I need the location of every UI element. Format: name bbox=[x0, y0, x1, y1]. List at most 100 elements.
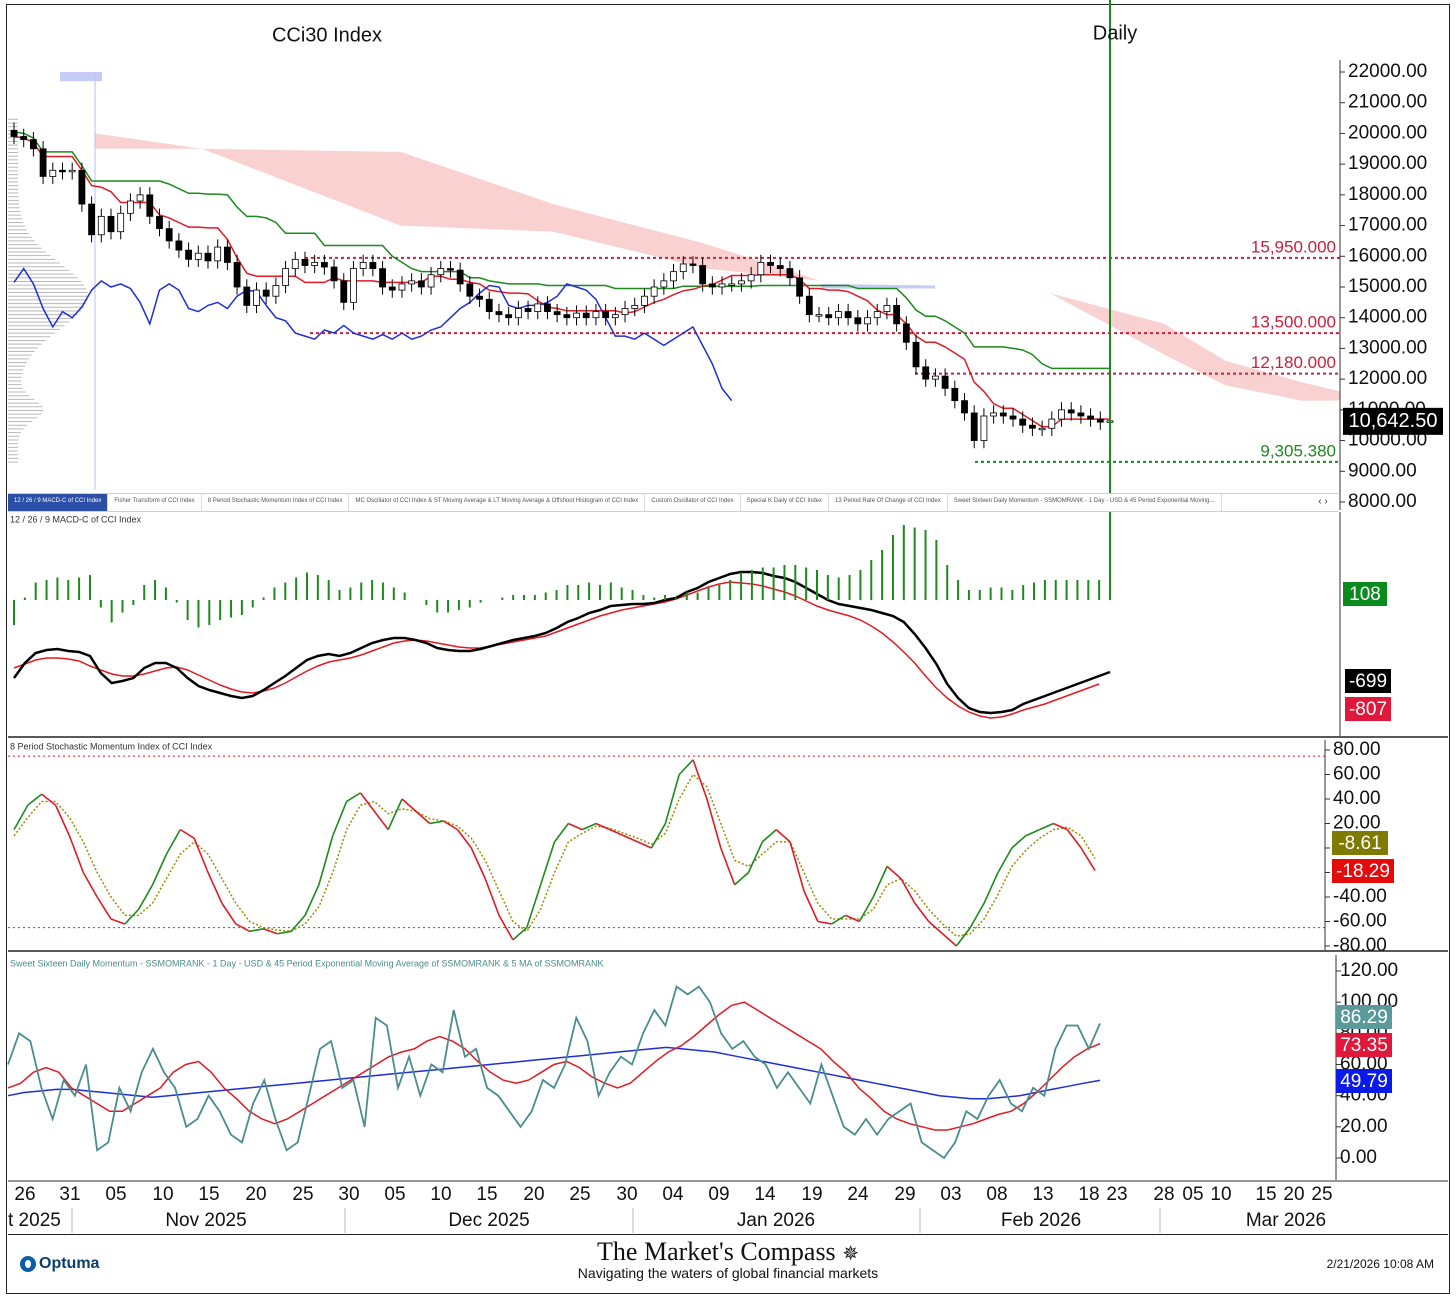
macd-line bbox=[12, 570, 1111, 715]
smi-line-segment bbox=[678, 759, 694, 776]
level-label: 13,500.000 bbox=[1251, 313, 1336, 332]
smi-line-segment bbox=[775, 829, 791, 843]
smi-line-segment bbox=[692, 759, 708, 800]
candle-body bbox=[670, 271, 677, 282]
smi-tick-label: -40.00 bbox=[1333, 886, 1387, 907]
level-label: 9,305.380 bbox=[1260, 441, 1336, 460]
candle-body bbox=[340, 280, 348, 303]
smi-line-segment bbox=[443, 820, 458, 831]
x-month-label: t 2025 bbox=[8, 1210, 61, 1231]
candle-body bbox=[582, 312, 590, 319]
candle-body bbox=[466, 283, 474, 297]
candle-body bbox=[592, 311, 600, 319]
x-tick-label: 24 bbox=[847, 1184, 869, 1205]
x-tick-label: 20 bbox=[245, 1184, 266, 1205]
x-tick-label: 04 bbox=[662, 1184, 684, 1205]
price-tick-label: 9000.00 bbox=[1348, 460, 1417, 481]
candle-body bbox=[553, 311, 561, 316]
brand-subtitle: Navigating the waters of global financia… bbox=[577, 1265, 879, 1281]
smi-line-segment bbox=[942, 933, 957, 947]
candle-body bbox=[951, 387, 959, 402]
smi-tick-label: -60.00 bbox=[1333, 911, 1387, 932]
indicator-tab[interactable]: Special K Daily of CCI Index bbox=[741, 494, 829, 511]
indicator-tab[interactable]: Sweet Sixteen Daily Momentum - SSMOMRANK… bbox=[948, 494, 1222, 511]
candle-body bbox=[456, 269, 464, 285]
smi-line-segment bbox=[595, 822, 611, 831]
smi-line-segment bbox=[553, 823, 569, 843]
candle-body bbox=[689, 263, 697, 266]
smi-line-segment bbox=[249, 928, 264, 933]
smi-line-segment bbox=[720, 847, 736, 886]
candle-body bbox=[495, 311, 503, 316]
macd-signal-line bbox=[13, 581, 1100, 719]
x-tick-label: 20 bbox=[1283, 1184, 1304, 1205]
candle-body bbox=[485, 298, 493, 312]
candle-body bbox=[534, 303, 542, 312]
candle-body bbox=[29, 139, 37, 150]
chart-period: Daily bbox=[1093, 22, 1137, 44]
candle-body bbox=[1048, 418, 1056, 429]
candle-body bbox=[883, 305, 891, 312]
candle-body bbox=[1019, 418, 1027, 426]
candle-body bbox=[78, 169, 86, 205]
smi-line-segment bbox=[886, 865, 902, 880]
indicator-tab[interactable]: Fisher Transform of CCI Index bbox=[108, 494, 202, 511]
indicator-tab[interactable]: 12 / 26 / 9 MACD-C of CCI Index bbox=[8, 494, 109, 511]
smi-line-segment bbox=[734, 871, 750, 886]
candle-body bbox=[864, 317, 871, 325]
x-tick-label: 09 bbox=[708, 1184, 729, 1205]
smi-line-segment bbox=[1025, 828, 1040, 837]
smi-line-segment bbox=[872, 866, 888, 898]
candle-body bbox=[524, 308, 532, 312]
indicator-tab[interactable]: MC Oscillator of CCI Index & ST Moving A… bbox=[349, 494, 646, 511]
smi-line-segment bbox=[359, 792, 375, 812]
macd-histogram-value: 108 bbox=[1349, 584, 1381, 605]
kijun-sen-line bbox=[13, 131, 1110, 370]
candle-body bbox=[796, 277, 804, 297]
candle-body bbox=[388, 286, 396, 291]
smi-line-segment bbox=[318, 835, 334, 885]
candle-body bbox=[350, 268, 357, 303]
candle-body bbox=[1096, 418, 1104, 423]
indicator-tab[interactable]: 8 Period Stochastic Momentum Index of CC… bbox=[202, 494, 350, 511]
candle-body bbox=[165, 228, 173, 242]
smi-line-segment bbox=[193, 837, 209, 873]
smi-line-segment bbox=[997, 847, 1013, 873]
candle-body bbox=[980, 415, 988, 441]
smi-line-segment bbox=[955, 927, 971, 947]
macd-signal-value: -807 bbox=[1349, 699, 1387, 720]
price-tick-label: 15000.00 bbox=[1348, 276, 1427, 297]
indicator-tab[interactable]: Custom Oscillator of CCI Index bbox=[645, 494, 741, 511]
indicator-tab-bar[interactable]: 12 / 26 / 9 MACD-C of CCI Index Fisher Tr… bbox=[8, 493, 1338, 512]
candle-body bbox=[970, 412, 978, 441]
candle-body bbox=[1067, 409, 1075, 414]
smi-line-segment bbox=[568, 822, 583, 831]
chart-frame bbox=[6, 4, 1450, 1294]
ss-panel-title: Sweet Sixteen Daily Momentum - SSMOMRANK… bbox=[10, 958, 604, 968]
candle-body bbox=[369, 262, 377, 269]
smi-line-segment bbox=[373, 810, 389, 831]
candle-body bbox=[718, 283, 726, 288]
candle-body bbox=[10, 129, 18, 137]
macd-signal-value-bg bbox=[1345, 697, 1391, 721]
last-price-label: 10,642.50 bbox=[1349, 410, 1438, 432]
smi-line-segment bbox=[706, 798, 722, 849]
candle-body bbox=[1058, 409, 1065, 420]
candle-body bbox=[854, 317, 862, 325]
candle-body bbox=[825, 314, 833, 319]
indicator-tab[interactable]: 13 Period Rate Of Change of CCI Index bbox=[829, 494, 948, 511]
price-tick-label: 16000.00 bbox=[1348, 245, 1427, 266]
candle-body bbox=[699, 265, 707, 285]
brand-block: The Market's Compass ✵ Navigating the wa… bbox=[8, 1237, 1448, 1281]
smi-value-bg bbox=[1332, 859, 1394, 883]
candle-body bbox=[214, 246, 222, 262]
smi-line-segment bbox=[526, 884, 542, 928]
candle-body bbox=[738, 280, 745, 285]
candle-body bbox=[311, 262, 319, 266]
optuma-logo: Optuma bbox=[20, 1255, 99, 1273]
smi-line-segment bbox=[1039, 822, 1054, 831]
x-tick-label: 26 bbox=[14, 1184, 35, 1205]
tab-scroll-arrows[interactable]: ‹ › bbox=[1308, 494, 1338, 511]
candle-body bbox=[835, 311, 842, 319]
